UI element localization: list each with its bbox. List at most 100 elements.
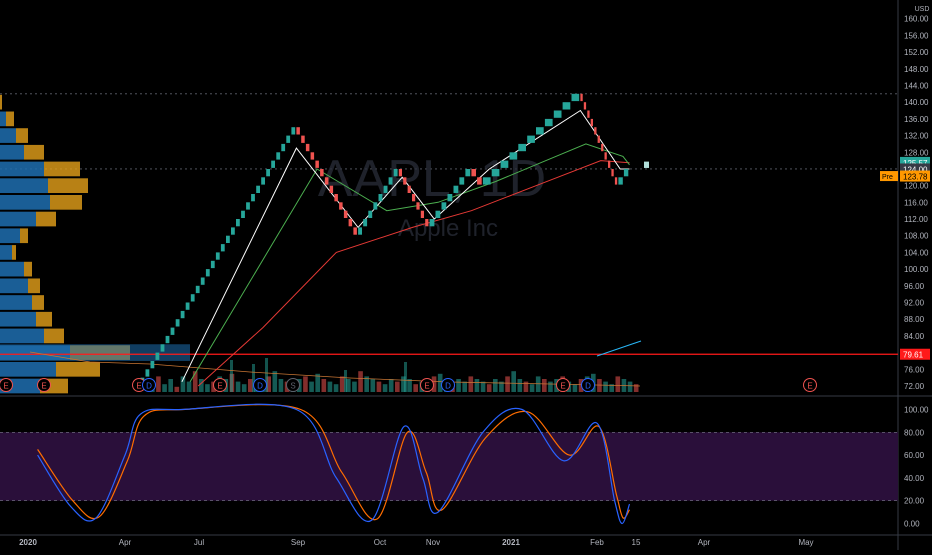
- horizontal-line[interactable]: [0, 340, 898, 387]
- renko-brick-up[interactable]: [276, 152, 281, 160]
- renko-bricks[interactable]: [140, 93, 650, 385]
- renko-brick-up[interactable]: [241, 210, 245, 218]
- renko-brick-down[interactable]: [412, 194, 416, 202]
- renko-brick-up[interactable]: [286, 135, 291, 143]
- renko-brick-current[interactable]: [644, 161, 649, 168]
- renko-brick-up[interactable]: [527, 135, 535, 143]
- renko-brick-up[interactable]: [266, 169, 270, 177]
- renko-brick-up[interactable]: [145, 369, 150, 377]
- renko-brick-up[interactable]: [363, 219, 368, 227]
- renko-brick-up[interactable]: [210, 260, 215, 269]
- renko-brick-up[interactable]: [453, 185, 459, 193]
- renko-brick-down[interactable]: [604, 152, 607, 160]
- renko-brick-down[interactable]: [416, 202, 420, 210]
- renko-brick-down[interactable]: [583, 102, 587, 110]
- renko-brick-up[interactable]: [378, 194, 383, 202]
- renko-brick-up[interactable]: [393, 169, 398, 177]
- renko-brick-up[interactable]: [500, 160, 509, 168]
- renko-brick-down[interactable]: [398, 169, 402, 177]
- renko-brick-up[interactable]: [291, 127, 296, 135]
- renko-brick-up[interactable]: [256, 185, 260, 193]
- renko-brick-up[interactable]: [383, 185, 388, 193]
- renko-brick-down[interactable]: [587, 110, 590, 118]
- renko-brick-up[interactable]: [200, 277, 205, 285]
- renko-brick-up[interactable]: [441, 202, 447, 210]
- event-marker-e[interactable]: E: [37, 378, 51, 392]
- renko-brick-up[interactable]: [180, 310, 185, 319]
- renko-brick-up[interactable]: [236, 219, 240, 227]
- renko-brick-up[interactable]: [271, 160, 275, 168]
- renko-brick-up[interactable]: [509, 152, 518, 160]
- renko-brick-up[interactable]: [175, 319, 180, 327]
- renko-brick-up[interactable]: [150, 361, 155, 369]
- renko-brick-up[interactable]: [459, 177, 465, 185]
- renko-brick-up[interactable]: [155, 352, 160, 360]
- renko-brick-up[interactable]: [358, 227, 362, 235]
- renko-brick-down[interactable]: [614, 177, 618, 185]
- renko-brick-up[interactable]: [185, 302, 190, 310]
- renko-brick-up[interactable]: [435, 210, 441, 218]
- renko-brick-down[interactable]: [315, 160, 319, 168]
- renko-brick-up[interactable]: [544, 118, 553, 127]
- renko-brick-down[interactable]: [597, 135, 600, 143]
- renko-brick-down[interactable]: [305, 143, 310, 152]
- renko-brick-up[interactable]: [388, 177, 393, 185]
- renko-brick-up[interactable]: [623, 169, 629, 177]
- renko-brick-up[interactable]: [281, 143, 286, 152]
- renko-brick-up[interactable]: [465, 169, 471, 177]
- event-marker-e[interactable]: E: [213, 378, 227, 392]
- renko-brick-down[interactable]: [590, 118, 593, 127]
- renko-brick-down[interactable]: [420, 210, 424, 218]
- event-marker-s[interactable]: S: [286, 378, 300, 392]
- trend-line[interactable]: [596, 340, 642, 357]
- renko-brick-down[interactable]: [403, 177, 407, 185]
- renko-brick-up[interactable]: [618, 177, 623, 185]
- renko-brick-up[interactable]: [165, 335, 170, 344]
- stochastic-pane[interactable]: [0, 403, 898, 525]
- renko-brick-up[interactable]: [170, 327, 175, 335]
- renko-brick-up[interactable]: [231, 227, 235, 235]
- renko-brick-up[interactable]: [518, 143, 526, 152]
- renko-brick-down[interactable]: [343, 210, 348, 218]
- renko-brick-up[interactable]: [261, 177, 265, 185]
- renko-brick-down[interactable]: [594, 127, 597, 135]
- renko-brick-up[interactable]: [571, 93, 580, 102]
- renko-brick-down[interactable]: [339, 202, 343, 210]
- renko-brick-up[interactable]: [226, 235, 230, 243]
- event-marker-d[interactable]: D: [142, 378, 156, 392]
- renko-brick-up[interactable]: [562, 102, 571, 110]
- event-marker-e[interactable]: E: [0, 378, 13, 392]
- stoch-d-line[interactable]: [37, 404, 631, 521]
- renko-brick-up[interactable]: [373, 202, 378, 210]
- renko-brick-up[interactable]: [215, 252, 220, 260]
- renko-brick-up[interactable]: [190, 294, 195, 302]
- renko-brick-up[interactable]: [195, 285, 200, 294]
- renko-brick-down[interactable]: [425, 219, 429, 227]
- renko-brick-down[interactable]: [601, 143, 604, 152]
- renko-brick-down[interactable]: [353, 227, 357, 235]
- renko-brick-down[interactable]: [324, 177, 329, 185]
- renko-brick-up[interactable]: [553, 110, 562, 118]
- renko-brick-down[interactable]: [580, 93, 583, 102]
- stoch-k-line[interactable]: [37, 403, 631, 525]
- event-marker-e[interactable]: E: [556, 378, 570, 392]
- renko-brick-down[interactable]: [471, 169, 476, 177]
- event-marker-e[interactable]: E: [803, 378, 817, 392]
- renko-brick-down[interactable]: [334, 194, 338, 202]
- renko-brick-up[interactable]: [205, 269, 210, 277]
- renko-brick-down[interactable]: [296, 127, 300, 135]
- renko-brick-up[interactable]: [246, 202, 250, 210]
- renko-brick-down[interactable]: [407, 185, 411, 193]
- renko-brick-up[interactable]: [160, 344, 165, 352]
- event-marker-d[interactable]: D: [581, 378, 595, 392]
- renko-brick-up[interactable]: [447, 194, 453, 202]
- renko-brick-up[interactable]: [368, 210, 373, 218]
- renko-brick-down[interactable]: [608, 160, 611, 168]
- event-marker-d[interactable]: D: [253, 378, 267, 392]
- renko-brick-down[interactable]: [477, 177, 482, 185]
- renko-brick-up[interactable]: [429, 219, 435, 227]
- renko-brick-up[interactable]: [220, 244, 225, 252]
